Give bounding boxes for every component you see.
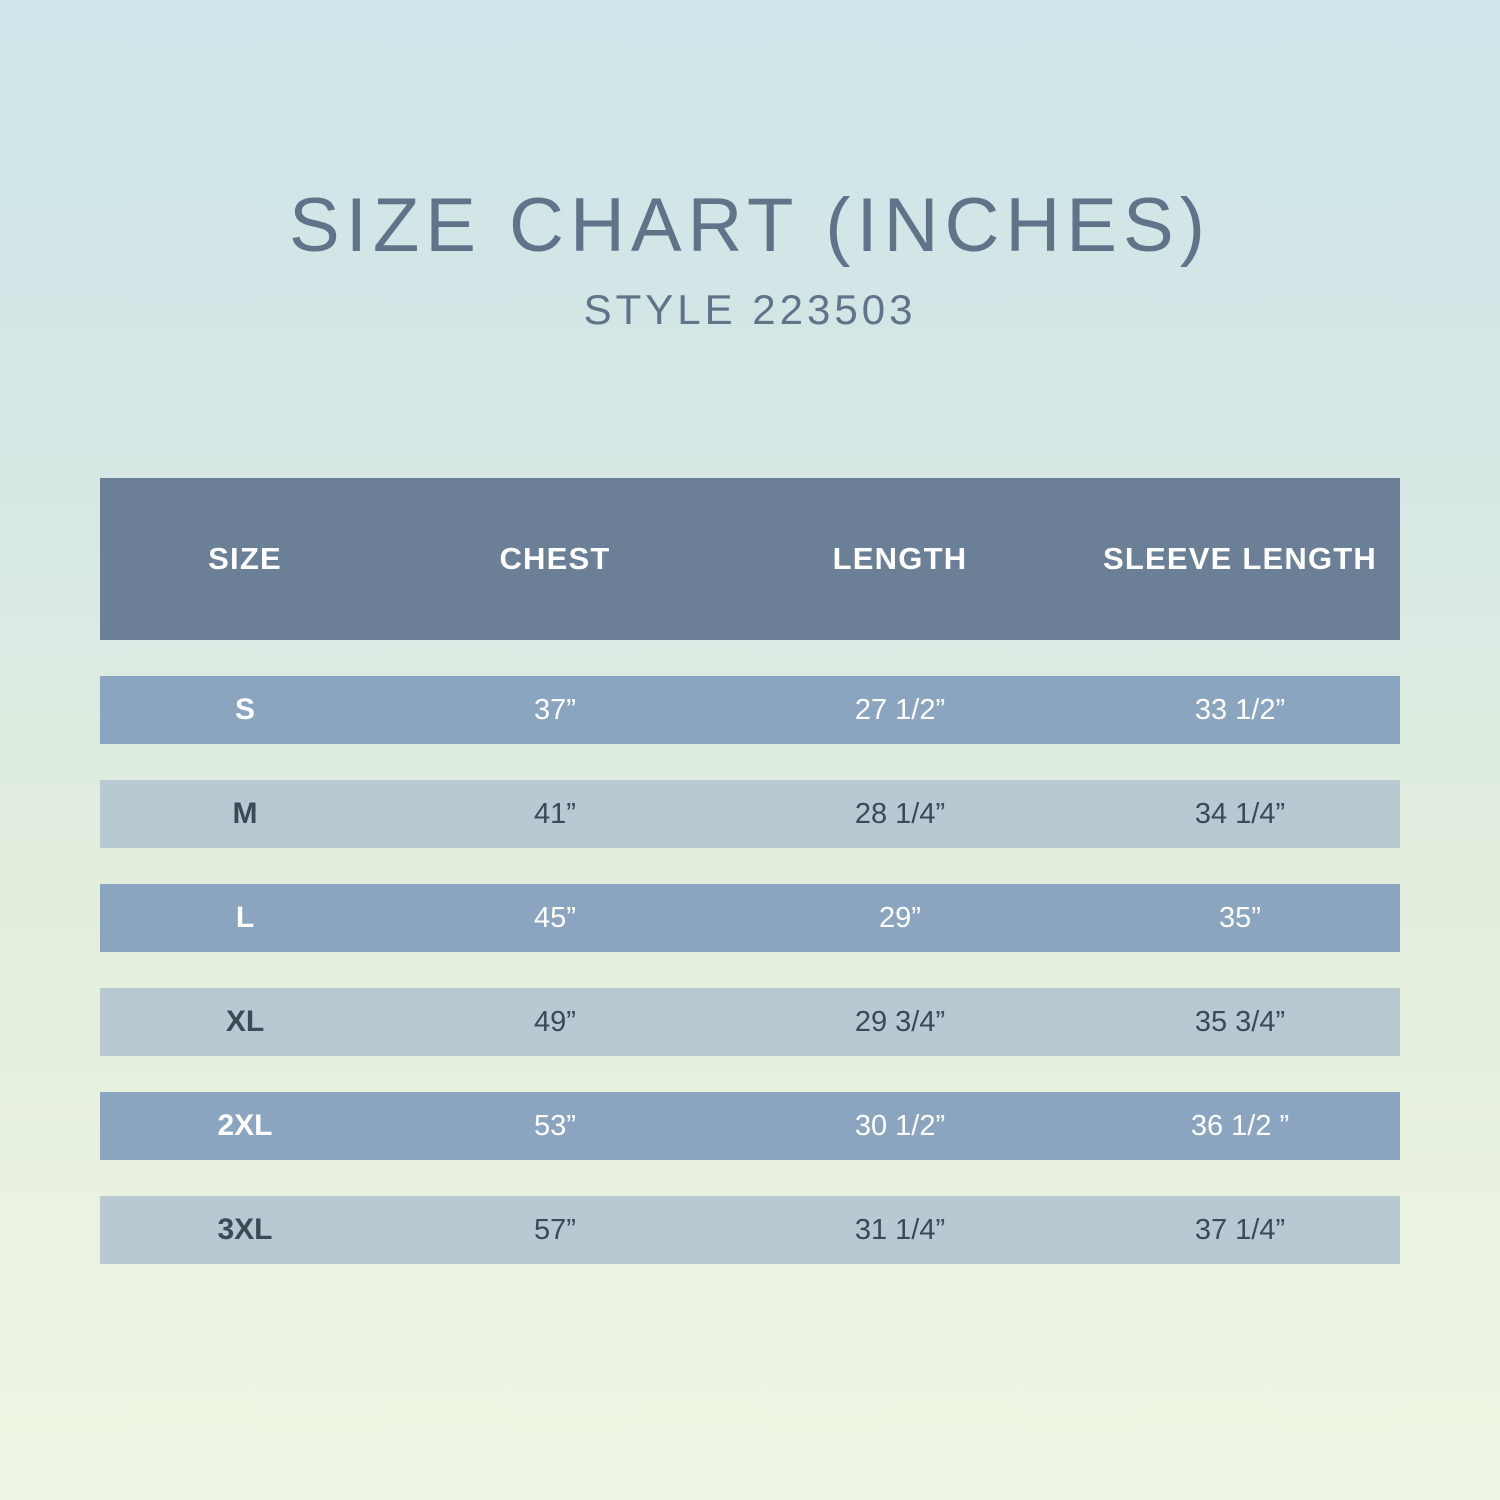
cell-size: XL — [225, 1005, 265, 1038]
cell-length: 27 1/2” — [854, 693, 946, 726]
cell-size: S — [234, 693, 255, 726]
cell-sleeve: 34 1/4” — [1194, 797, 1286, 830]
table-row: XL 49” 29 3/4” 35 3/4” — [100, 988, 1400, 1056]
cell-length: 31 1/4” — [854, 1213, 946, 1246]
cell-size: 3XL — [217, 1213, 273, 1246]
style-subtitle: STYLE 223503 — [583, 285, 917, 333]
cell-length: 29 3/4” — [854, 1005, 946, 1038]
column-header-sleeve-length: SLEEVE LENGTH — [1103, 540, 1377, 576]
column-header-length: LENGTH — [832, 540, 968, 576]
cell-chest: 45” — [534, 901, 576, 934]
cell-chest: 37” — [534, 693, 576, 726]
table-row: S 37” 27 1/2” 33 1/2” — [100, 676, 1400, 744]
size-chart-table: SIZE CHEST LENGTH SLEEVE LENGTH S 37” 27… — [100, 478, 1400, 1264]
cell-size: M — [232, 797, 258, 830]
table-row: M 41” 28 1/4” 34 1/4” — [100, 780, 1400, 848]
cell-sleeve: 35” — [1219, 901, 1261, 934]
cell-size: 2XL — [217, 1109, 273, 1142]
column-header-size: SIZE — [208, 540, 282, 576]
table-row: 2XL 53” 30 1/2” 36 1/2 ” — [100, 1092, 1400, 1160]
table-header-row: SIZE CHEST LENGTH SLEEVE LENGTH — [100, 478, 1400, 640]
cell-length: 30 1/2” — [854, 1109, 946, 1142]
cell-sleeve: 37 1/4” — [1194, 1213, 1286, 1246]
page-title: SIZE CHART (INCHES) — [289, 183, 1211, 268]
cell-sleeve: 36 1/2 ” — [1190, 1109, 1290, 1142]
cell-length: 28 1/4” — [854, 797, 946, 830]
cell-chest: 57” — [534, 1213, 576, 1246]
table-row: 3XL 57” 31 1/4” 37 1/4” — [100, 1196, 1400, 1264]
cell-sleeve: 33 1/2” — [1194, 693, 1286, 726]
title-block: SIZE CHART (INCHES) STYLE 223503 — [0, 186, 1500, 332]
cell-sleeve: 35 3/4” — [1194, 1005, 1286, 1038]
cell-size: L — [235, 901, 255, 934]
cell-chest: 49” — [534, 1005, 576, 1038]
cell-length: 29” — [879, 901, 921, 934]
cell-chest: 41” — [534, 797, 576, 830]
column-header-chest: CHEST — [499, 540, 611, 576]
table-row: L 45” 29” 35” — [100, 884, 1400, 952]
cell-chest: 53” — [534, 1109, 576, 1142]
